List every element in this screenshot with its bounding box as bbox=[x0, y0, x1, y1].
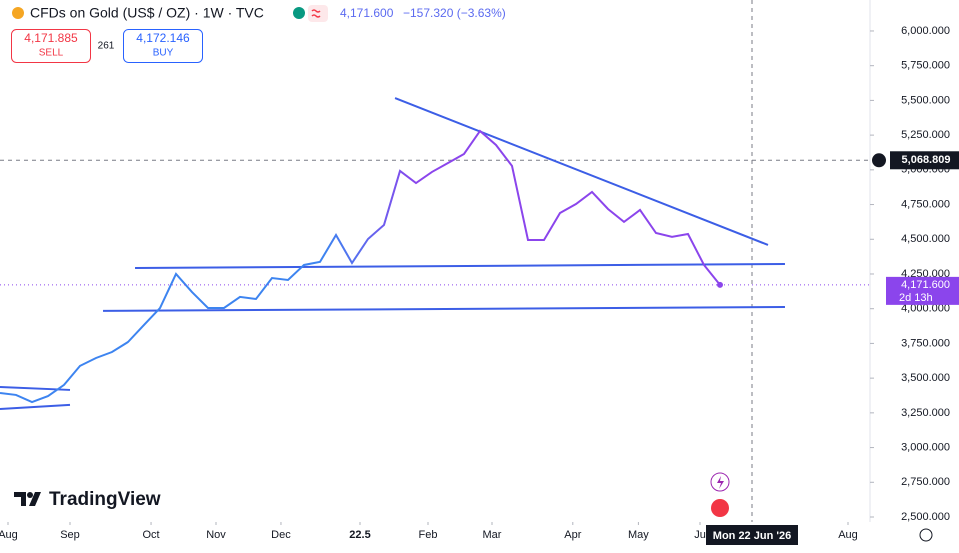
y-tick-label: 5,750.000 bbox=[901, 60, 950, 72]
y-tick-label: 4,500.000 bbox=[901, 233, 950, 245]
y-tick-label: 4,750.000 bbox=[901, 198, 950, 210]
reference-label: 5,068.809 bbox=[902, 154, 951, 166]
trend-line bbox=[0, 403, 71, 410]
x-tick-label: Aug bbox=[838, 529, 858, 541]
y-tick-label: 3,750.000 bbox=[901, 337, 950, 349]
add-alert-icon[interactable] bbox=[872, 153, 886, 168]
brand-name: TradingView bbox=[49, 489, 161, 510]
brand-logo bbox=[14, 492, 41, 506]
buy-label: BUY bbox=[153, 48, 174, 59]
symbol-title: CFDs on Gold (US$ / OZ) · 1W · TVC bbox=[30, 5, 264, 21]
x-tick-label: Ju bbox=[694, 529, 706, 541]
y-tick-label: 3,500.000 bbox=[901, 372, 950, 384]
buy-price: 4,172.146 bbox=[136, 31, 190, 45]
countdown-label: 2d 13h bbox=[899, 292, 933, 304]
y-tick-label: 3,000.000 bbox=[901, 441, 950, 453]
y-tick-label: 5,250.000 bbox=[901, 129, 950, 141]
x-tick-label: Nov bbox=[206, 529, 226, 541]
y-tick-label: 6,000.000 bbox=[901, 25, 950, 37]
x-tick-label: Apr bbox=[564, 529, 581, 541]
header-price: 4,171.600 bbox=[340, 6, 394, 20]
x-tick-label: Dec bbox=[271, 529, 291, 541]
y-tick-label: 3,250.000 bbox=[901, 407, 950, 419]
y-tick-label: 2,500.000 bbox=[901, 511, 950, 523]
x-tick-label: Aug bbox=[0, 529, 18, 541]
data-icon-glyph bbox=[311, 9, 321, 18]
x-tick-label: 22.5 bbox=[349, 529, 370, 541]
flag-icon[interactable] bbox=[711, 499, 729, 517]
y-tick-label: 4,000.000 bbox=[901, 303, 950, 315]
price-line bbox=[0, 129, 721, 404]
spread: 261 bbox=[98, 41, 115, 52]
crosshair-label: Mon 22 Jun '26 bbox=[713, 530, 791, 542]
sell-button[interactable] bbox=[11, 29, 91, 63]
trend-line bbox=[135, 262, 785, 270]
settings-icon[interactable] bbox=[919, 528, 933, 542]
buy-button[interactable] bbox=[123, 29, 203, 63]
header-change: −157.320 (−3.63%) bbox=[403, 6, 506, 20]
price-label: 4,171.600 bbox=[901, 279, 950, 291]
events-glyph bbox=[717, 476, 724, 489]
sell-price: 4,171.885 bbox=[24, 31, 78, 45]
reference-label-box bbox=[890, 151, 959, 170]
x-tick-label: Mar bbox=[483, 529, 502, 541]
price-label-box bbox=[886, 276, 959, 305]
sell-label: SELL bbox=[39, 48, 64, 59]
x-tick-label: Oct bbox=[142, 529, 159, 541]
y-tick-label: 5,500.000 bbox=[901, 94, 950, 106]
x-tick-label: Sep bbox=[60, 529, 80, 541]
symbol-icon bbox=[12, 7, 24, 19]
market-icon bbox=[293, 7, 305, 19]
x-tick-label: May bbox=[628, 529, 649, 541]
trend-line bbox=[103, 306, 785, 312]
trend-line bbox=[394, 97, 769, 246]
x-tick-label: Feb bbox=[419, 529, 438, 541]
crosshair-label-box bbox=[706, 525, 798, 545]
brand-logo-dot bbox=[27, 492, 33, 498]
data-icon[interactable] bbox=[308, 5, 328, 22]
y-tick-label: 2,750.000 bbox=[901, 476, 950, 488]
